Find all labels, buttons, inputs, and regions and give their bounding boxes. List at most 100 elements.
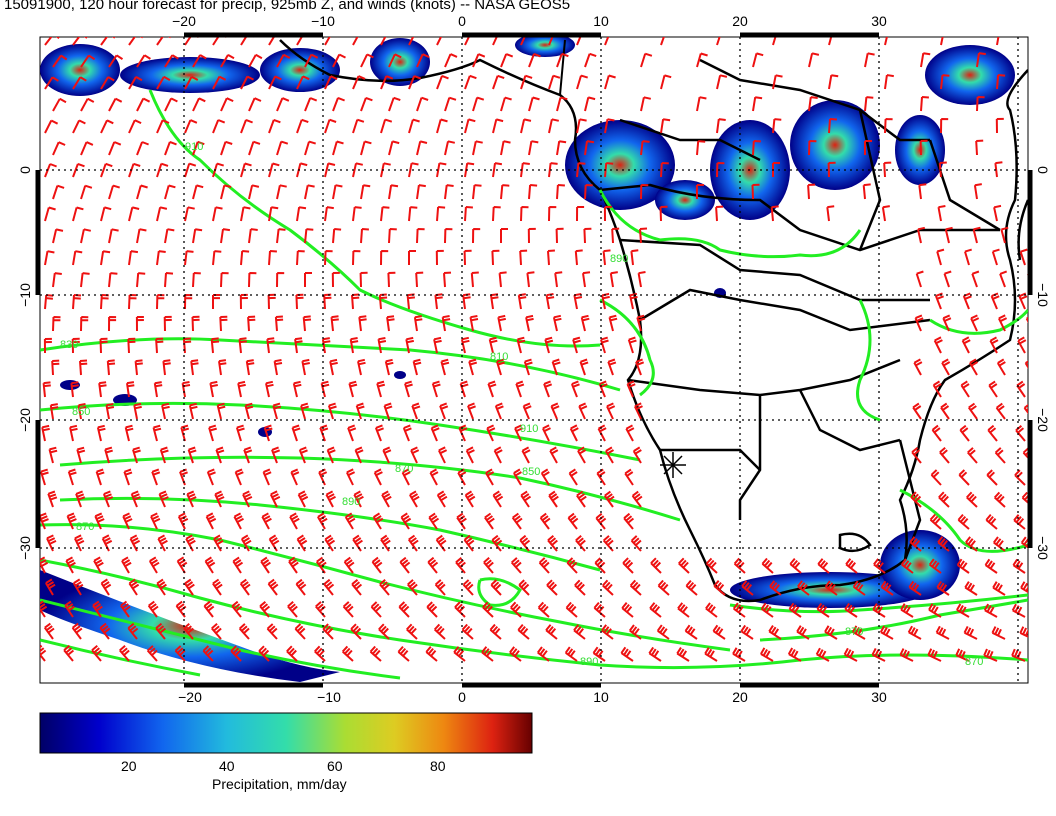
wind-barb — [1017, 336, 1027, 354]
wind-barb — [455, 557, 466, 574]
wind-barb — [732, 647, 746, 662]
wind-barb — [127, 337, 136, 354]
wind-barb — [937, 536, 950, 552]
lon-tick-label: 20 — [732, 689, 748, 705]
wind-barb — [45, 578, 56, 596]
contour-label: 910 — [185, 141, 203, 153]
wind-barb — [520, 118, 532, 134]
wind-barb — [376, 380, 386, 398]
wind-barb — [565, 601, 578, 618]
wind-barb — [298, 446, 308, 464]
left-latitude-ticks: 0 −10 −20 −30 — [17, 166, 33, 560]
wind-barb — [957, 513, 970, 530]
wind-barb — [269, 490, 281, 508]
wind-barb — [187, 446, 197, 464]
wind-barb — [351, 579, 363, 596]
wind-barb — [416, 53, 430, 68]
wind-barb — [526, 271, 535, 288]
wind-barb — [324, 250, 333, 266]
wind-barb — [677, 602, 690, 618]
colorbar-tick-label: 20 — [121, 758, 137, 774]
colorbar-tick-label: 60 — [327, 758, 343, 774]
wind-barb — [514, 424, 524, 442]
wind-barb — [955, 648, 970, 662]
wind-barb — [164, 184, 176, 200]
wind-barb — [1023, 403, 1028, 415]
wind-barb — [602, 249, 611, 266]
wind-barb — [381, 490, 392, 508]
wind-barb — [899, 648, 914, 662]
wind-barb — [578, 402, 588, 420]
wind-barb — [989, 336, 999, 354]
wind-barb — [500, 96, 512, 112]
wind-barb — [332, 96, 345, 112]
wind-barb — [609, 271, 618, 288]
wind-barb — [938, 491, 950, 508]
wind-barb — [76, 446, 86, 464]
wind-barb — [239, 578, 251, 596]
wind-barb — [353, 490, 364, 508]
wind-barb — [52, 141, 66, 156]
wind-barb — [126, 381, 135, 398]
wind-barb — [684, 624, 698, 640]
lon-tick-label: 0 — [458, 13, 466, 29]
wind-barb — [416, 140, 428, 156]
wind-barb — [40, 556, 49, 574]
wind-barb — [289, 512, 300, 530]
wind-barb — [99, 337, 108, 354]
lon-tick-label: −10 — [317, 689, 341, 705]
wind-barb — [243, 446, 253, 464]
wind-barb — [325, 490, 336, 508]
wind-barb — [380, 250, 389, 266]
wind-barb — [500, 140, 511, 156]
wind-barb — [1024, 360, 1028, 369]
wind-barb — [994, 161, 1003, 178]
wind-barb — [100, 162, 113, 178]
wind-barb — [752, 96, 763, 112]
wind-barb — [583, 227, 592, 244]
wind-barb — [436, 74, 449, 90]
wind-barb — [824, 580, 838, 596]
wind-barb — [498, 271, 507, 288]
wind-barb — [276, 184, 287, 200]
wind-barb — [287, 601, 298, 618]
wind-barb — [72, 250, 83, 266]
wind-barb — [95, 468, 105, 486]
wind-barb — [548, 162, 558, 178]
wind-barb — [164, 54, 179, 68]
wind-barb — [238, 337, 247, 354]
wind-barb — [108, 184, 120, 200]
wind-barb — [72, 37, 88, 46]
wind-barb — [716, 118, 726, 134]
wind-barb — [80, 97, 95, 112]
wind-barb — [469, 315, 479, 332]
wind-barb — [932, 380, 942, 398]
wind-barb — [732, 602, 746, 618]
wind-barb — [1011, 648, 1026, 662]
wind-barb — [987, 424, 998, 442]
wind-barb — [528, 52, 541, 68]
wind-barb — [69, 424, 78, 442]
wind-barb — [318, 468, 328, 486]
wind-barb — [399, 556, 411, 574]
wind-barb — [369, 645, 382, 662]
wind-barb — [437, 446, 448, 464]
wind-barb — [44, 76, 59, 90]
wind-barb — [360, 184, 371, 200]
wind-barb — [973, 183, 982, 200]
wind-barb — [134, 359, 143, 376]
wind-barb — [164, 97, 178, 112]
wind-barb — [99, 622, 111, 640]
wind-barb — [928, 603, 942, 618]
wind-barb — [828, 118, 837, 134]
wind-barb — [769, 580, 782, 596]
wind-barb — [881, 205, 890, 222]
lon-tick-label: 20 — [732, 13, 748, 29]
wind-barb — [304, 53, 319, 68]
wind-barb — [415, 271, 424, 288]
wind-barb — [301, 358, 310, 376]
wind-barb — [941, 358, 951, 376]
colorbar — [39, 712, 533, 754]
wind-barb — [1012, 558, 1026, 574]
contour-label: 870 — [76, 521, 94, 533]
